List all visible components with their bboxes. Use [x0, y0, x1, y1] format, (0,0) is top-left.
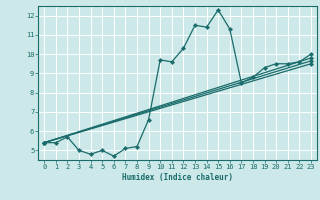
- X-axis label: Humidex (Indice chaleur): Humidex (Indice chaleur): [122, 173, 233, 182]
